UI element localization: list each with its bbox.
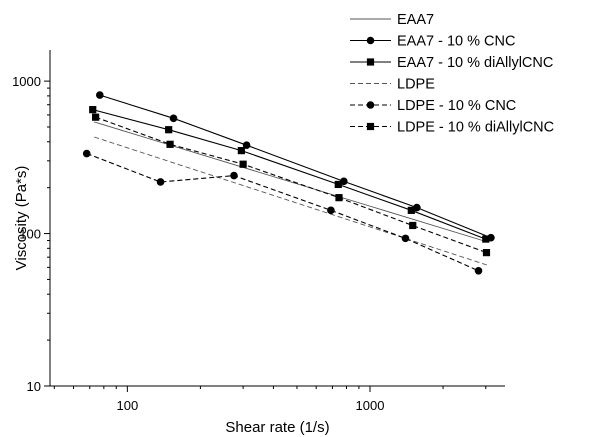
legend-label: LDPE - 10 % diAllylCNC [397,120,554,136]
legend-marker [366,122,375,131]
data-point [82,149,91,158]
axes: 100 1000 10 100 1000 [12,50,505,413]
data-point [334,180,342,189]
series-line [86,152,479,272]
legend-item: LDPE - 10 % diAllylCNC [350,120,554,136]
legend-item: LDPE - 10 % CNC [350,98,516,114]
data-point [474,266,483,275]
data-point [89,106,97,114]
legend-label: LDPE - 10 % CNC [397,98,516,114]
data-point [156,178,165,186]
legend: EAA7 EAA7 - 10 % CNC EAA7 - 10 % diAllylCN… [350,12,554,136]
data-point [169,114,178,123]
legend-item: EAA7 [350,12,434,28]
series-eaa7-10-cnc [96,91,495,242]
legend-label: LDPE [397,77,435,93]
data-point [413,203,421,212]
series-ldpe-10-diallylcnc [92,113,491,257]
data-point [482,235,490,243]
series-ldpe-10-cnc [82,149,483,275]
series-line [92,109,486,240]
data-point [166,140,174,148]
legend-label: EAA7 - 10 % CNC [397,34,515,50]
legend-item: EAA7 - 10 % CNC [350,34,515,50]
data-point [335,194,343,202]
data-point [96,91,104,99]
x-tick-label: 100 [116,398,138,413]
legend-label: EAA7 [397,12,434,28]
legend-label: EAA7 - 10 % diAllylCNC [397,55,553,71]
data-point [92,113,100,121]
legend-item: LDPE [350,77,435,93]
data-point [165,126,173,134]
y-tick-label: 1000 [12,74,41,89]
y-axis-title: Viscosity (Pa*s) [13,166,30,271]
data-point [327,206,335,215]
series-line [94,121,488,243]
data-point [401,234,410,243]
data-point [409,221,417,230]
series-line [94,136,488,266]
data-point [230,171,238,180]
y-tick-label: 10 [27,379,41,394]
series-line [99,94,492,239]
data-point [237,147,245,155]
legend-item: EAA7 - 10 % diAllylCNC [350,55,553,71]
series-ldpe [94,136,488,266]
series-eaa7-10-diallylcnc [89,106,490,243]
series-eaa7 [94,121,488,243]
data-point [239,160,247,168]
legend-marker [366,36,375,45]
legend-marker [366,101,375,109]
legend-marker [366,58,375,66]
data-point [340,177,348,186]
x-axis-title: Shear rate (1/s) [225,419,329,436]
data-point [482,249,491,257]
y-tick-label: 100 [19,227,41,242]
x-tick-label: 1000 [356,398,385,413]
data-point [407,206,415,214]
series-layer [82,91,495,275]
series-line [95,116,487,254]
